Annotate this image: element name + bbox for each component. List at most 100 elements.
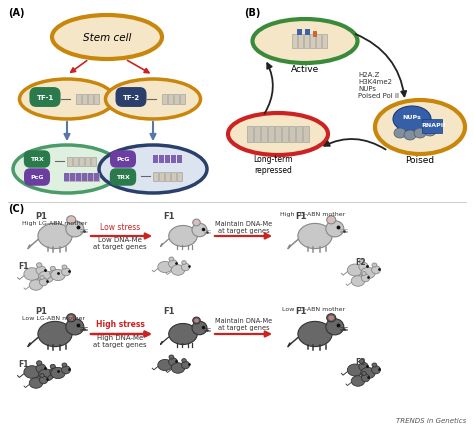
Ellipse shape	[36, 364, 46, 373]
Ellipse shape	[182, 359, 186, 362]
Text: F1: F1	[18, 261, 28, 270]
Bar	[82, 95, 86, 105]
Bar	[310, 35, 316, 49]
Text: F1: F1	[18, 359, 28, 368]
Bar	[268, 127, 274, 143]
Ellipse shape	[38, 369, 54, 381]
Bar	[93, 174, 99, 181]
Ellipse shape	[359, 260, 365, 264]
Text: Low DNA-Me
at target genes: Low DNA-Me at target genes	[93, 237, 147, 250]
Bar	[64, 174, 69, 181]
Bar	[82, 174, 86, 181]
Bar	[75, 95, 81, 105]
Text: Maintain DNA-Me
at target genes: Maintain DNA-Me at target genes	[215, 221, 273, 234]
Bar	[88, 174, 92, 181]
Text: Low stress: Low stress	[100, 223, 140, 232]
Ellipse shape	[66, 221, 84, 237]
Ellipse shape	[193, 317, 200, 324]
Text: P1: P1	[35, 306, 47, 315]
Ellipse shape	[39, 279, 47, 286]
Bar	[70, 174, 74, 181]
Ellipse shape	[194, 319, 199, 322]
Bar	[84, 157, 90, 166]
Bar	[158, 156, 164, 164]
Text: Low LG-ABN mother: Low LG-ABN mother	[22, 315, 85, 320]
Ellipse shape	[38, 224, 72, 249]
Bar	[305, 30, 310, 36]
Text: H2A.Z
H3K4me2
NUPs
Poised Pol II: H2A.Z H3K4me2 NUPs Poised Pol II	[358, 72, 399, 99]
Bar	[299, 35, 303, 49]
Bar	[164, 172, 170, 181]
Text: (A): (A)	[8, 8, 25, 18]
Bar	[176, 172, 182, 181]
Ellipse shape	[192, 322, 207, 335]
Bar	[82, 174, 86, 181]
Ellipse shape	[69, 218, 74, 223]
Ellipse shape	[29, 280, 43, 291]
Ellipse shape	[171, 363, 185, 373]
Ellipse shape	[347, 264, 363, 276]
Ellipse shape	[51, 368, 65, 379]
Text: TRX: TRX	[30, 157, 44, 162]
Ellipse shape	[182, 361, 190, 369]
Bar	[75, 174, 81, 181]
Text: Poised: Poised	[405, 156, 435, 165]
Ellipse shape	[169, 324, 197, 345]
Text: F2: F2	[355, 357, 365, 366]
Ellipse shape	[362, 272, 366, 276]
Bar	[158, 172, 164, 181]
Ellipse shape	[361, 268, 375, 279]
Bar	[91, 157, 95, 166]
Ellipse shape	[40, 276, 44, 280]
Ellipse shape	[29, 378, 43, 388]
Ellipse shape	[50, 270, 59, 278]
Ellipse shape	[36, 361, 42, 366]
Bar	[164, 156, 170, 164]
Ellipse shape	[62, 363, 67, 367]
Ellipse shape	[253, 20, 357, 64]
Ellipse shape	[182, 261, 186, 265]
Bar	[162, 95, 166, 105]
Bar	[275, 127, 281, 143]
Ellipse shape	[359, 263, 368, 271]
Ellipse shape	[414, 129, 426, 139]
Bar	[79, 157, 83, 166]
Text: F2: F2	[355, 258, 365, 266]
Text: TRENDS in Genetics: TRENDS in Genetics	[396, 417, 466, 423]
Ellipse shape	[158, 262, 172, 273]
Ellipse shape	[327, 216, 336, 224]
Text: P1: P1	[35, 212, 47, 221]
Bar	[167, 95, 173, 105]
Ellipse shape	[171, 265, 185, 276]
Ellipse shape	[24, 366, 40, 378]
Text: TRX: TRX	[116, 175, 130, 180]
Ellipse shape	[62, 268, 71, 276]
Text: Maintain DNA-Me
at target genes: Maintain DNA-Me at target genes	[215, 318, 273, 331]
Text: High LG-ABN mother: High LG-ABN mother	[22, 221, 87, 225]
Ellipse shape	[24, 268, 40, 281]
Text: (C): (C)	[8, 203, 24, 214]
Ellipse shape	[393, 107, 431, 133]
Text: (B): (B)	[244, 8, 260, 18]
Ellipse shape	[67, 216, 76, 224]
Ellipse shape	[106, 80, 201, 120]
Text: TF-1: TF-1	[36, 95, 54, 101]
Text: Active: Active	[291, 64, 319, 74]
Text: Stem cell: Stem cell	[83, 33, 131, 43]
Text: High stress: High stress	[96, 320, 145, 329]
Text: F1: F1	[163, 306, 174, 315]
Ellipse shape	[298, 224, 332, 249]
Ellipse shape	[40, 374, 44, 378]
Text: F1: F1	[295, 306, 307, 315]
Bar	[422, 120, 442, 134]
Bar	[88, 95, 92, 105]
Ellipse shape	[351, 376, 365, 386]
Ellipse shape	[50, 365, 55, 369]
Ellipse shape	[298, 322, 332, 347]
Bar	[292, 35, 298, 49]
Ellipse shape	[158, 359, 172, 371]
Bar	[303, 127, 309, 143]
Bar	[153, 172, 157, 181]
Text: High DNA-Me
at target genes: High DNA-Me at target genes	[93, 335, 147, 348]
Bar	[297, 30, 302, 36]
